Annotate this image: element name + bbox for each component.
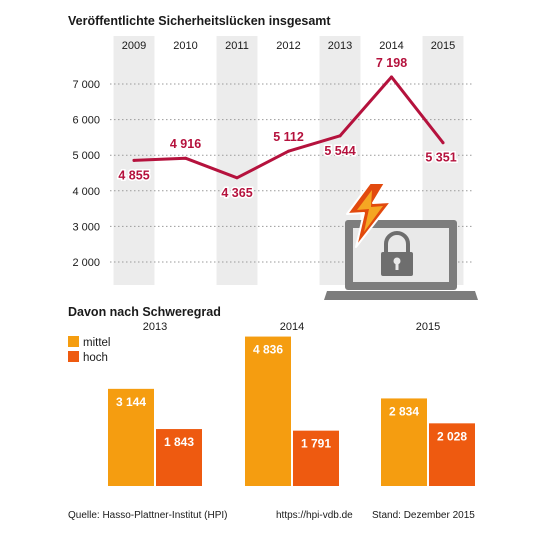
data-label: 4 855 [118, 168, 149, 182]
bar-value-label: 1 843 [164, 435, 194, 449]
data-label: 5 351 [425, 151, 456, 165]
y-tick-label: 7 000 [72, 79, 100, 91]
y-tick-label: 6 000 [72, 115, 100, 127]
data-label: 5 112 [273, 130, 304, 144]
data-point [184, 156, 187, 160]
x-tick-label: 2014 [379, 40, 403, 52]
source-note: Quelle: Hasso-Plattner-Institut (HPI) [68, 510, 228, 521]
data-label: 7 198 [376, 56, 407, 70]
group-label: 2014 [280, 321, 304, 333]
legend-swatch-mittel [68, 336, 79, 347]
data-label: 5 544 [324, 144, 355, 158]
y-tick-label: 4 000 [72, 186, 100, 198]
legend-item-mittel: mittel [68, 336, 110, 349]
laptop-base [324, 291, 478, 300]
x-tick-label: 2011 [225, 40, 249, 52]
keyhole [393, 257, 401, 265]
bar-value-label: 2 028 [437, 429, 467, 443]
bar-value-label: 4 836 [253, 343, 283, 357]
bar-mittel [245, 336, 291, 486]
legend-label-hoch: hoch [83, 352, 108, 364]
date-note: Stand: Dezember 2015 [372, 510, 475, 521]
data-label: 4 916 [170, 137, 201, 151]
data-point [235, 176, 239, 180]
bar-value-label: 2 834 [389, 404, 419, 418]
x-tick-label: 2013 [328, 40, 352, 52]
line-chart: 2 000 3 000 4 000 5 000 6 000 7 000 2009 2010 20… [72, 36, 478, 300]
legend-swatch-hoch [68, 351, 79, 362]
data-point [390, 75, 393, 79]
laptop-lock-lightning-icon [324, 182, 478, 300]
lightning-bolt-inner [357, 190, 383, 232]
bar-hoch [156, 429, 202, 486]
group-label: 2013 [143, 321, 167, 333]
legend-label-mittel: mittel [83, 337, 111, 349]
line-chart-title: Veröffentlichte Sicherheitslücken insges… [68, 14, 331, 28]
bar-chart-title: Davon nach Schweregrad [68, 305, 221, 319]
bar-mittel [381, 398, 427, 486]
legend-item-hoch: hoch [68, 351, 108, 364]
series-line [132, 75, 445, 180]
data-label: 4 365 [221, 186, 252, 200]
group-label: 2015 [416, 321, 440, 333]
y-tick-label: 3 000 [72, 221, 100, 233]
source-url: https://hpi-vdb.de [276, 510, 353, 521]
x-tick-label: 2015 [431, 40, 455, 52]
x-tick-label: 2012 [276, 40, 300, 52]
bar-value-label: 1 791 [301, 437, 331, 451]
y-tick-label: 5 000 [72, 150, 100, 162]
y-tick-label: 2 000 [72, 257, 100, 269]
bar-mittel [108, 388, 154, 486]
x-tick-label: 2010 [173, 40, 197, 52]
keyhole-slot [395, 262, 399, 270]
year-band [216, 36, 258, 285]
lock-shackle [384, 231, 410, 253]
data-point [287, 149, 290, 153]
x-tick-label: 2009 [122, 40, 146, 52]
data-point [132, 158, 136, 162]
bar-hoch [293, 430, 339, 486]
data-point [441, 141, 445, 145]
bar-hoch [429, 423, 475, 486]
bar-value-label: 3 144 [116, 395, 146, 409]
data-point [338, 134, 342, 138]
